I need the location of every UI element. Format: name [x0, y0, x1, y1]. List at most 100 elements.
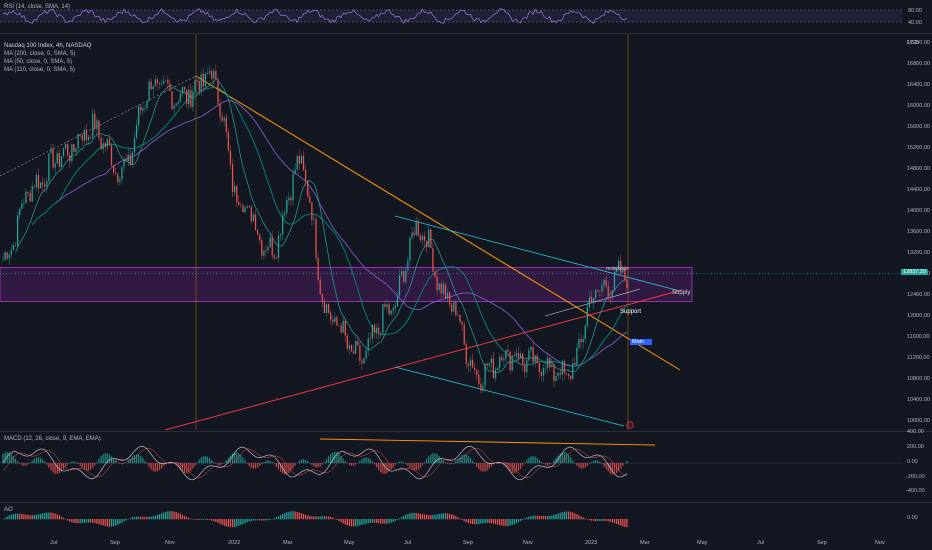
candle-body — [386, 304, 388, 308]
candle-body — [597, 290, 599, 292]
macd-bar — [586, 463, 588, 467]
ao-bar — [56, 514, 58, 520]
candle-body — [478, 374, 480, 384]
ao-bar — [29, 515, 31, 520]
ao-bar — [348, 519, 351, 526]
ma110-legend: MA (110, close, 0, SMA, 5) — [4, 67, 75, 73]
candle-body — [430, 229, 432, 249]
macd-bar — [382, 463, 384, 474]
red-support-line — [164, 289, 683, 430]
macd-bar — [292, 463, 294, 469]
ao-bar — [451, 514, 453, 520]
main-label[interactable]: Main — [630, 339, 652, 345]
candle-body — [394, 306, 396, 309]
price-chart[interactable]: ⚡ — [0, 34, 902, 430]
candle-body — [398, 275, 401, 296]
candle-body — [620, 260, 622, 273]
pane-separator[interactable] — [0, 502, 932, 503]
ao-bar — [263, 519, 265, 521]
ao-bar — [58, 515, 60, 520]
ao-bar — [509, 519, 511, 526]
candle-body — [530, 346, 532, 351]
ao-bar — [296, 511, 298, 520]
macd-bar — [206, 456, 209, 464]
macd-bar — [54, 463, 56, 474]
candle-body — [428, 229, 430, 248]
macd-bar — [436, 454, 438, 464]
candle-body — [104, 143, 106, 147]
ao-bar — [459, 518, 461, 520]
macd-bar — [171, 462, 173, 464]
ao-bar — [298, 512, 300, 520]
macd-bar — [405, 463, 407, 464]
candle-body — [507, 350, 509, 352]
candle-body — [311, 202, 313, 220]
candle-body — [309, 196, 311, 203]
ao-bar — [426, 514, 428, 520]
ao-bar — [112, 519, 115, 527]
ao-bar — [327, 516, 330, 520]
teal-lower-line — [394, 366, 625, 427]
ao-bar — [19, 513, 21, 520]
ma50-line — [15, 78, 628, 374]
ao-bar — [75, 519, 77, 524]
candle-body — [492, 358, 495, 379]
ao-bar — [400, 517, 403, 520]
candle-body — [384, 304, 386, 308]
candle-body — [319, 279, 321, 295]
candle-body — [457, 314, 459, 316]
price-tick: 16000.00 — [907, 103, 930, 110]
time-tick: Nov — [875, 540, 885, 546]
ao-bar — [578, 515, 580, 520]
ao-bar — [321, 516, 323, 520]
macd-bar — [188, 463, 190, 473]
macd-bar — [315, 463, 317, 468]
ao-bar — [275, 517, 278, 520]
rsi-pane: RSI (14, close, SMA, 14) 80.00 40.00 — [0, 0, 922, 32]
candle-body — [563, 360, 566, 374]
ao-bar — [267, 519, 269, 521]
ao-chart — [2, 511, 628, 528]
macd-bar — [98, 458, 100, 464]
ao-bar — [551, 515, 553, 520]
candle-body — [121, 166, 123, 180]
macd-bar — [338, 453, 340, 464]
supply-label[interactable]: Supply — [672, 290, 691, 296]
macd-bar — [336, 452, 338, 464]
macd-bar — [277, 463, 280, 470]
candle-body — [484, 363, 486, 386]
macd-bar — [453, 462, 455, 464]
ao-bar — [540, 515, 543, 520]
candle-body — [407, 260, 409, 271]
ao-bar — [317, 516, 319, 520]
price-tick: 11200.00 — [907, 355, 930, 362]
resistance-label[interactable]: resistance — [606, 266, 629, 272]
ao-bar — [311, 516, 313, 520]
macd-bar — [357, 462, 359, 464]
time-axis[interactable]: Jul Sep Nov 2022 Mar May Jul Sep Nov 2023 Mar May Ju… — [0, 538, 902, 550]
ao-bar — [584, 518, 586, 520]
ao-bar — [23, 514, 25, 520]
ao-bar — [160, 513, 163, 520]
ao-bar — [42, 513, 44, 520]
ao-bar — [163, 512, 165, 520]
macd-bar — [37, 457, 40, 464]
candle-body — [455, 301, 457, 316]
macd-bar — [46, 463, 48, 465]
candle-body — [444, 284, 447, 299]
candle-body — [453, 301, 455, 312]
macd-bar — [417, 463, 419, 470]
candle-body — [304, 169, 307, 181]
candle-body — [588, 296, 591, 307]
ao-bar — [446, 513, 449, 520]
candle-body — [513, 355, 515, 357]
candle-body — [415, 221, 417, 235]
ao-bar — [611, 519, 614, 523]
pane-separator[interactable] — [0, 33, 932, 34]
current-price-tag: 12837.20 — [901, 269, 928, 276]
macd-bar — [163, 463, 165, 467]
pane-separator[interactable] — [0, 431, 932, 432]
support-label[interactable]: Support — [620, 309, 642, 315]
macd-bar — [110, 456, 113, 464]
macd-bar — [48, 463, 50, 468]
